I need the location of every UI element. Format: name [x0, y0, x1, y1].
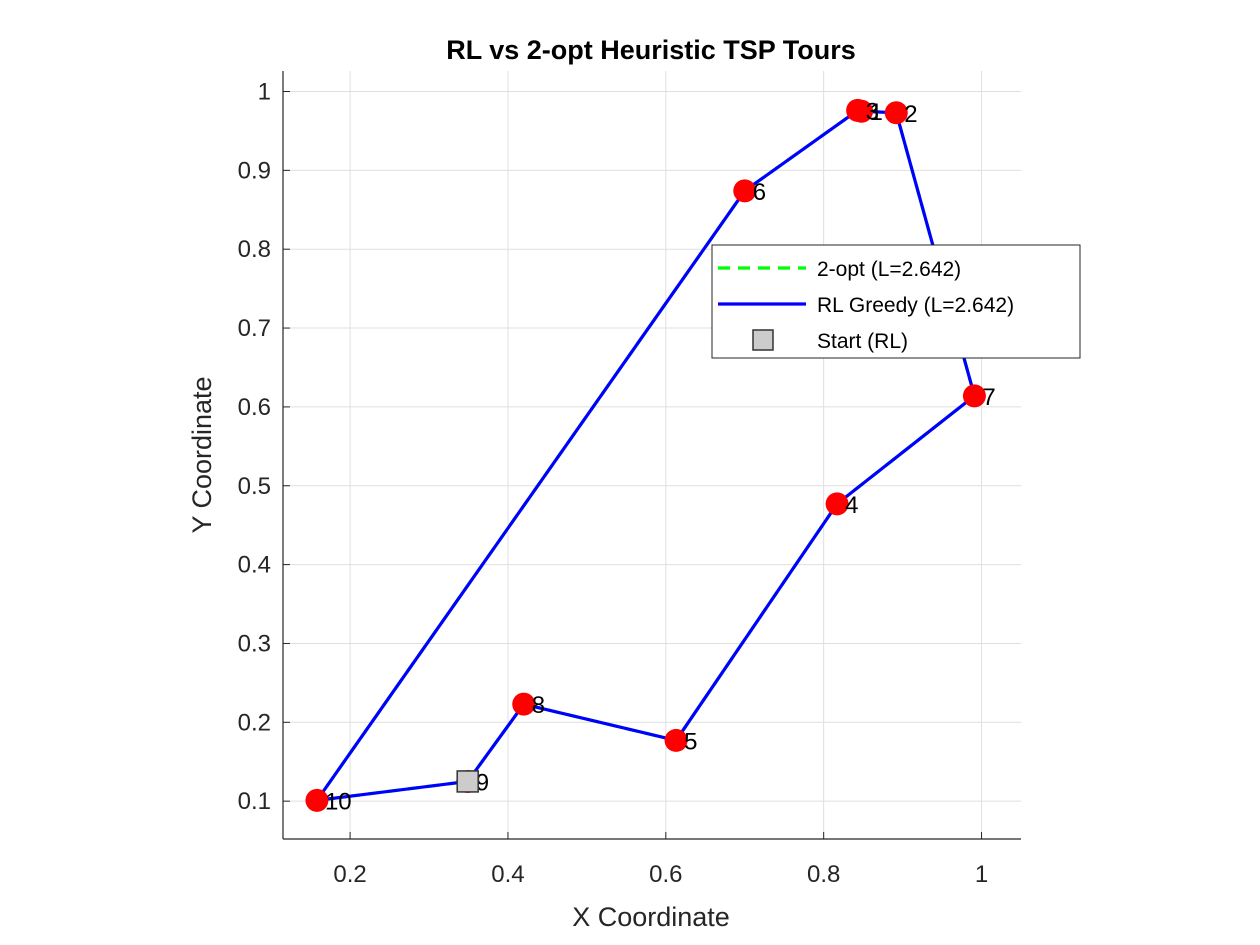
y-axis-label: Y Coordinate	[187, 376, 217, 533]
legend-start-swatch	[752, 329, 774, 351]
city-marker	[305, 788, 329, 812]
legend-two-opt-label: 2-opt (L=2.642)	[817, 258, 961, 281]
city-label: 2	[904, 101, 917, 128]
city-label: 10	[325, 788, 352, 815]
y-tick-label: 0.2	[238, 709, 271, 736]
city-label: 9	[476, 769, 489, 796]
x-axis-label: X Coordinate	[572, 902, 730, 932]
city-marker	[846, 98, 870, 122]
city-label: 4	[845, 492, 858, 519]
y-tick-label: 0.5	[238, 473, 271, 500]
city-marker	[664, 728, 688, 752]
city-label: 5	[684, 728, 697, 755]
rl-greedy-tour-line	[315, 108, 977, 802]
y-tick-label: 0.1	[238, 788, 271, 815]
x-tick-labels: 0.2 0.4 0.6 0.8 1	[333, 861, 988, 888]
y-tick-label: 0.3	[238, 630, 271, 657]
two-opt-tour-line	[315, 108, 977, 802]
y-tick-label: 0.9	[238, 157, 271, 184]
y-tick-label: 0.7	[238, 315, 271, 342]
y-tick-labels: 0.1 0.2 0.3 0.4 0.5 0.6 0.7 0.8 0.9 1	[238, 79, 271, 816]
city-label: 1	[870, 99, 883, 126]
city-label: 8	[532, 692, 545, 719]
city-marker	[733, 179, 757, 203]
legend: 2-opt (L=2.642) RL Greedy (L=2.642) Start …	[711, 244, 1081, 359]
x-tick-label: 0.2	[333, 861, 366, 888]
city-markers: 1 23 4 5 6 7 8 9 10	[305, 98, 996, 815]
tour-paths	[315, 108, 977, 802]
chart-title: RL vs 2-opt Heuristic TSP Tours	[446, 35, 856, 65]
city-label: 7	[982, 384, 995, 411]
city-marker	[962, 384, 986, 408]
y-tick-label: 0.8	[238, 236, 271, 263]
city-label: 3	[866, 98, 879, 125]
y-tick-label: 0.6	[238, 394, 271, 421]
x-tick-label: 1	[975, 861, 988, 888]
start-marker	[456, 770, 479, 793]
city-marker	[825, 492, 849, 516]
legend-rl-label: RL Greedy (L=2.642)	[817, 294, 1014, 317]
x-tick-label: 0.4	[491, 861, 524, 888]
city-label: 6	[753, 179, 766, 206]
x-tick-label: 0.6	[649, 861, 682, 888]
city-marker	[512, 692, 536, 716]
grid-lines	[283, 71, 1021, 839]
legend-start-label: Start (RL)	[817, 330, 908, 353]
y-tick-label: 0.4	[238, 552, 271, 579]
x-tick-label: 0.8	[807, 861, 840, 888]
city-marker	[884, 101, 908, 125]
y-tick-label: 1	[258, 79, 271, 106]
axes	[282, 71, 1021, 840]
